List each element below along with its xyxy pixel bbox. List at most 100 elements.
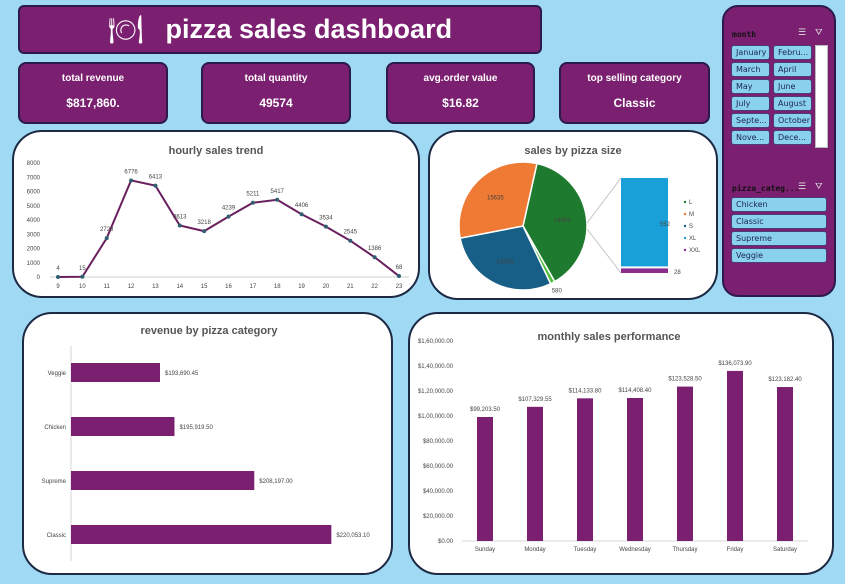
kpi-value: $817,860. [66, 96, 120, 110]
pie-data-label: 15635 [487, 196, 504, 202]
category-slicer-item[interactable]: Veggie [731, 248, 827, 263]
data-point [397, 274, 401, 279]
data-label: 15 [79, 266, 86, 272]
month-slicer-item[interactable]: Nove... [731, 130, 770, 145]
pie-data-label: 14403 [497, 259, 514, 265]
multi-select-icon[interactable]: ☰ [798, 28, 807, 38]
bar-data-label: 28 [674, 270, 681, 276]
y-tick-label: 5000 [27, 204, 41, 210]
pie-data-label: 580 [552, 289, 563, 295]
data-label: $136,073.90 [718, 361, 752, 367]
clear-filter-icon[interactable]: ⛛ [815, 28, 823, 38]
y-tick-label: $60,000.00 [423, 464, 454, 470]
hourly-sales-svg: hourly sales trend 0 1000 2000 3000 4000 5000 6… [27, 145, 409, 290]
weekday-sales-chart: monthly sales performance $0.00 $20,000.00… [408, 312, 834, 575]
data-point [153, 183, 158, 188]
data-label: $123,182.40 [768, 377, 802, 383]
month-slicer-item[interactable]: March [731, 62, 770, 77]
chart-title: sales by pizza size [524, 145, 621, 157]
data-label: 3218 [197, 220, 211, 226]
x-tick-label: 11 [104, 284, 111, 290]
kpi-total-quantity: total quantity 49574 [201, 62, 351, 124]
weekday-sales-svg: monthly sales performance $0.00 $20,000.00… [418, 331, 808, 553]
data-label: 6413 [149, 175, 163, 181]
legend-marker [683, 224, 687, 228]
x-tick-label: 22 [371, 284, 378, 290]
month-slicer-item[interactable]: May [731, 79, 770, 94]
month-slicer-item[interactable]: Febru... [773, 45, 812, 60]
legend-label: S [689, 224, 693, 230]
y-tick-label: $1,40,000.00 [418, 364, 454, 370]
bar-data-label: 552 [660, 222, 671, 228]
pie-slice-S [459, 225, 552, 291]
month-slicer-item[interactable]: Septe... [731, 113, 770, 128]
y-tick-label: 4000 [27, 218, 41, 224]
data-point [348, 238, 353, 243]
x-tick-label: 9 [56, 284, 60, 290]
x-tick-label: 13 [152, 284, 159, 290]
legend-label: XXL [689, 248, 701, 254]
data-point [104, 236, 109, 241]
legend-marker [683, 212, 687, 216]
category-slicer-item[interactable]: Supreme [731, 231, 827, 246]
data-label: 6776 [124, 169, 138, 175]
y-tick-label: $80,000.00 [423, 439, 454, 445]
kpi-label: total quantity [244, 73, 308, 84]
category-label: Supreme [42, 479, 67, 485]
y-tick-label: $1,60,000.00 [418, 339, 454, 345]
y-tick-label: $1,20,000.00 [418, 389, 454, 395]
dashboard-title-bar: 🍽 pizza sales dashboard [18, 5, 542, 54]
month-slicer-item[interactable]: July [731, 96, 770, 111]
bar [677, 386, 693, 541]
data-label: 4406 [295, 203, 309, 209]
x-tick-label: Tuesday [574, 547, 597, 553]
month-slicer-item[interactable]: June [773, 79, 812, 94]
month-slicer-scrollbar[interactable] [815, 45, 828, 148]
x-tick-label: Monday [524, 547, 545, 553]
kpi-label: total revenue [61, 73, 125, 84]
bar [577, 398, 593, 541]
kpi-label: top selling category [587, 73, 682, 84]
kpi-value: Classic [613, 96, 656, 110]
category-label: Veggie [48, 371, 67, 377]
data-point [202, 229, 207, 234]
data-label: $123,528.50 [668, 377, 702, 383]
y-tick-label: 8000 [27, 161, 41, 167]
x-tick-label: 14 [176, 284, 183, 290]
kpi-label: avg.order value [423, 73, 498, 84]
multi-select-icon[interactable]: ☰ [798, 182, 807, 192]
category-slicer-item[interactable]: Classic [731, 214, 827, 229]
bar [477, 416, 493, 541]
y-tick-label: 3000 [27, 232, 41, 238]
data-point [56, 274, 60, 279]
connector-line [586, 228, 622, 274]
data-label: 5417 [271, 189, 285, 195]
data-label: 3613 [173, 215, 187, 221]
data-label: $114,408.40 [619, 388, 653, 394]
month-slicer-item[interactable]: Dece... [773, 130, 812, 145]
pizza-size-svg: sales by pizza size 18956 580 14403 15635 552… [458, 145, 701, 295]
data-point [129, 178, 134, 183]
chart-title: hourly sales trend [169, 145, 264, 157]
x-tick-label: 20 [323, 284, 330, 290]
data-label: $195,919.50 [179, 425, 213, 431]
month-slicer-item[interactable]: April [773, 62, 812, 77]
x-tick-label: 15 [201, 284, 208, 290]
month-slicer-item[interactable]: October [773, 113, 812, 128]
x-tick-label: 17 [250, 284, 257, 290]
data-point [299, 212, 304, 217]
category-label: Chicken [44, 425, 66, 431]
category-slicer-item[interactable]: Chicken [731, 197, 827, 212]
y-tick-label: $40,000.00 [423, 489, 454, 495]
data-point [250, 200, 255, 205]
pie-data-label: 18956 [554, 218, 571, 224]
month-slicer-item[interactable]: January [731, 45, 770, 60]
month-slicer-item[interactable]: August [773, 96, 812, 111]
data-label: 68 [396, 265, 403, 271]
y-tick-label: $20,000.00 [423, 514, 454, 520]
legend-marker [683, 200, 687, 204]
legend-marker [683, 236, 687, 240]
clear-filter-icon[interactable]: ⛛ [815, 182, 823, 192]
data-label: 2545 [344, 230, 358, 236]
y-tick-label: $0.00 [438, 539, 454, 545]
